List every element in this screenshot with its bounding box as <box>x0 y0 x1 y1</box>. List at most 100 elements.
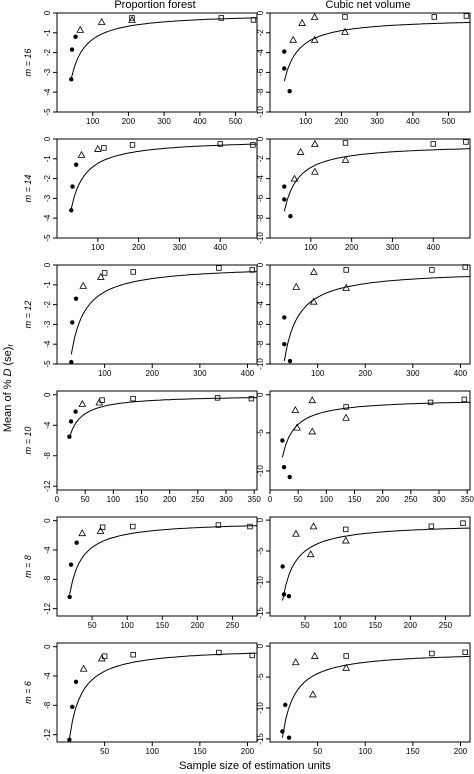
point-filled-circle <box>287 89 292 94</box>
point-filled-circle <box>70 184 75 189</box>
point-filled-circle <box>281 592 287 597</box>
x-tick-label: 300 <box>193 369 207 378</box>
point-open-triangle <box>298 18 307 26</box>
y-tick-label: -2 <box>256 29 265 37</box>
column-title-proportion-forest: Proportion forest <box>114 0 195 11</box>
column-title-cubic-net-volume: Cubic net volume <box>326 0 411 11</box>
point-open-square <box>130 652 136 658</box>
y-tick-label: 0 <box>256 262 265 267</box>
x-tick-label: 350 <box>461 495 474 504</box>
point-open-triangle <box>308 427 317 435</box>
point-open-triangle <box>309 267 318 275</box>
point-filled-circle <box>67 594 72 600</box>
point-open-triangle <box>79 281 88 289</box>
y-tick-label: -2 <box>43 300 52 308</box>
y-tick-label: -4 <box>43 546 52 554</box>
x-tick-label: 200 <box>345 243 359 252</box>
y-tick-label: -8 <box>256 340 265 348</box>
point-open-square <box>249 267 255 273</box>
point-open-square <box>99 397 105 403</box>
point-filled-circle <box>287 358 293 364</box>
point-filled-circle <box>74 540 79 545</box>
point-open-triangle <box>96 272 105 280</box>
y-tick-label: -12 <box>43 480 52 492</box>
point-filled-circle <box>288 214 293 219</box>
y-axis-title: Mean of %D (se)r <box>2 344 15 433</box>
y-tick-label: -10 <box>256 576 265 588</box>
x-tick-label: 350 <box>248 495 262 504</box>
point-open-square <box>218 15 224 21</box>
fitted-curve <box>70 143 258 209</box>
y-tick-label: -6 <box>256 68 265 76</box>
panel-m12-cubic-net-volume: 100 200 300 400 0 -2 -4 -6 -8 -10 <box>256 262 471 378</box>
point-open-triangle <box>310 35 319 43</box>
point-open-triangle <box>306 550 315 558</box>
plot-frame <box>56 516 258 617</box>
point-filled-circle <box>73 34 78 39</box>
point-open-square <box>215 522 222 528</box>
point-open-triangle <box>93 144 102 152</box>
x-tick-label: 100 <box>359 747 373 756</box>
x-tick-label: 200 <box>454 747 468 756</box>
x-tick-label: 200 <box>359 369 373 378</box>
fitted-curve <box>281 655 471 738</box>
plot-frame <box>269 516 471 617</box>
point-open-triangle <box>342 663 351 671</box>
point-open-square <box>463 13 470 19</box>
y-tick-label: -2 <box>43 48 52 56</box>
point-open-square <box>343 653 349 659</box>
x-tick-label: 150 <box>135 495 149 504</box>
point-filled-circle <box>67 737 72 742</box>
y-tick-label: -4 <box>43 672 52 680</box>
point-open-square <box>216 265 222 271</box>
x-tick-label: 300 <box>432 495 446 504</box>
y-tick-label: -15 <box>256 733 265 745</box>
point-open-triangle <box>341 536 350 544</box>
fitted-curve <box>282 527 470 601</box>
y-tick-label: -8 <box>43 701 52 709</box>
x-tick-label: 300 <box>173 243 187 252</box>
y-tick-label: -2 <box>43 174 52 182</box>
point-open-triangle <box>78 529 87 537</box>
x-tick-label: 400 <box>406 117 420 126</box>
point-open-triangle <box>292 529 300 537</box>
point-filled-circle <box>286 594 292 599</box>
x-tick-label: 100 <box>91 243 105 252</box>
x-tick-label: 150 <box>156 621 170 630</box>
point-open-triangle <box>310 12 319 20</box>
x-tick-label: 100 <box>320 495 334 504</box>
y-tick-label: 0 <box>43 518 52 523</box>
point-open-square <box>99 524 106 530</box>
point-filled-circle <box>68 419 74 424</box>
point-open-square <box>463 139 469 145</box>
y-tick-label: -4 <box>43 421 52 429</box>
plot-frame <box>56 390 258 491</box>
point-filled-circle <box>73 296 79 301</box>
fitted-curve <box>70 17 258 79</box>
point-open-square <box>129 142 136 148</box>
plot-frame <box>56 138 258 239</box>
x-tick-label: 100 <box>304 243 318 252</box>
point-open-square <box>430 141 436 147</box>
x-tick-label: 400 <box>214 243 228 252</box>
y-tick-label: 0 <box>43 262 52 267</box>
x-tick-label: 200 <box>335 117 349 126</box>
x-tick-label: 300 <box>370 117 384 126</box>
fitted-curve <box>69 525 257 595</box>
point-open-triangle <box>289 35 298 43</box>
fitted-curve <box>283 276 471 362</box>
point-open-square <box>343 404 349 410</box>
point-open-triangle <box>309 297 318 305</box>
plot-frame <box>269 390 471 491</box>
point-filled-circle <box>282 66 287 71</box>
x-tick-label: 100 <box>333 621 347 630</box>
panel-m16-proportion-forest: m = 16 100 200 300 400 500 0 -1 -2 -3 -4 -5 <box>23 10 258 126</box>
fitted-curve <box>68 397 257 438</box>
point-filled-circle <box>282 197 287 202</box>
point-filled-circle <box>73 162 79 167</box>
point-filled-circle <box>280 564 285 569</box>
point-filled-circle <box>287 474 292 480</box>
point-filled-circle <box>73 679 79 685</box>
plot-frame <box>269 642 471 743</box>
point-open-square <box>431 14 437 20</box>
